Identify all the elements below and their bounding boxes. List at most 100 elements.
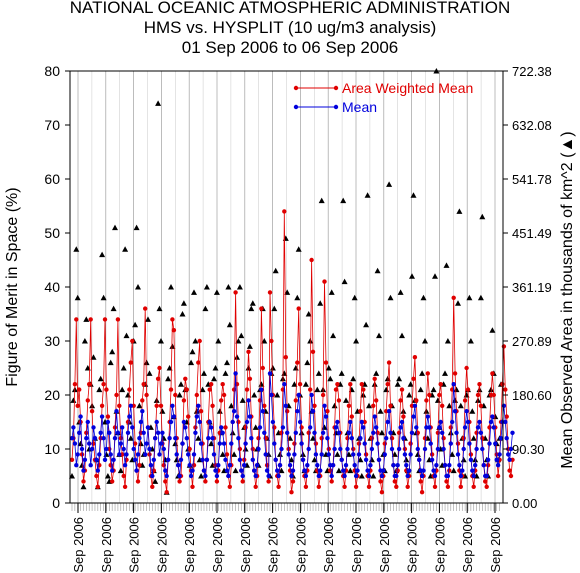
- area-triangle: [377, 408, 384, 414]
- mean-point: [249, 436, 254, 441]
- mean-point: [250, 457, 255, 462]
- awm-point: [351, 446, 356, 452]
- mean-point: [374, 425, 379, 430]
- mean-point: [323, 414, 329, 419]
- mean-point: [78, 414, 83, 419]
- mean-point: [289, 473, 294, 479]
- mean-point: [329, 473, 334, 479]
- mean-point: [280, 425, 286, 430]
- area-triangle: [198, 473, 205, 479]
- awm-point: [452, 371, 458, 376]
- mean-point: [128, 403, 133, 408]
- awm-point: [128, 360, 133, 365]
- mean-point: [470, 468, 475, 473]
- awm-point: [323, 360, 329, 365]
- mean-point: [206, 436, 211, 441]
- area-triangle: [460, 456, 467, 463]
- mean-point: [495, 463, 501, 468]
- mean-point: [437, 425, 442, 430]
- mean-point: [421, 468, 426, 473]
- awm-point: [399, 387, 405, 392]
- mean-point: [174, 452, 179, 457]
- awm-point: [411, 376, 416, 381]
- area-triangle: [350, 375, 357, 382]
- awm-point: [210, 403, 215, 408]
- mean-point: [428, 441, 433, 446]
- y2-tick-label: 722.38: [512, 64, 552, 79]
- area-triangle: [168, 284, 174, 290]
- mean-point: [138, 419, 144, 425]
- mean-point: [147, 446, 152, 452]
- mean-point: [494, 457, 499, 462]
- awm-point: [101, 382, 106, 387]
- mean-point: [375, 441, 380, 446]
- area-triangle: [294, 294, 301, 301]
- area-triangle: [376, 332, 382, 339]
- area-triangle: [364, 192, 371, 198]
- awm-point: [485, 463, 491, 468]
- area-triangle: [236, 284, 243, 290]
- mean-point: [352, 463, 357, 468]
- area-triangle: [274, 392, 281, 398]
- mean-point: [279, 446, 284, 452]
- y-tick-label: 70: [44, 117, 60, 133]
- area-triangle: [249, 300, 256, 306]
- area-triangle: [314, 386, 321, 393]
- awm-point: [135, 479, 141, 484]
- mean-point: [343, 463, 349, 468]
- area-triangle: [310, 435, 316, 441]
- mean-point: [275, 468, 280, 473]
- awm-point: [170, 317, 175, 322]
- awm-point: [289, 490, 294, 495]
- awm-point: [276, 484, 281, 489]
- awm-point: [118, 436, 124, 441]
- mean-point: [193, 430, 198, 435]
- awm-point: [89, 409, 95, 414]
- awm-point: [303, 484, 309, 489]
- mean-point: [211, 452, 217, 457]
- awm-point: [269, 338, 274, 344]
- area-triangle: [81, 338, 88, 344]
- mean-point: [223, 457, 228, 462]
- axis-layer: 0 10 20 30 40 50 60 70 80 0.00 90.30 180.60 270.89 36…: [44, 63, 551, 573]
- area-triangle: [133, 224, 140, 231]
- area-triangle: [143, 359, 150, 366]
- awm-point: [480, 436, 485, 441]
- mean-point: [391, 463, 396, 468]
- area-triangle: [246, 343, 253, 349]
- awm-point: [310, 349, 316, 354]
- awm-point: [313, 441, 319, 446]
- mean-point: [309, 392, 314, 398]
- awm-point: [187, 446, 192, 452]
- mean-point: [168, 419, 174, 425]
- mean-point: [81, 468, 86, 473]
- awm-point: [471, 484, 476, 489]
- area-triangle: [83, 316, 90, 322]
- mean-point: [282, 382, 287, 387]
- area-triangle: [452, 397, 459, 403]
- area-triangle: [343, 397, 349, 403]
- awm-point: [158, 403, 164, 408]
- mean-point: [165, 457, 171, 462]
- awm-point: [392, 479, 397, 484]
- area-triangle: [107, 359, 114, 366]
- mean-point: [92, 436, 98, 441]
- awm-point: [312, 403, 317, 408]
- area-triangle: [127, 435, 134, 441]
- series-layer: [69, 68, 515, 495]
- mean-point: [161, 446, 166, 452]
- mean-point: [302, 468, 307, 473]
- awm-point: [196, 360, 201, 365]
- mean-point: [88, 463, 93, 468]
- mean-point: [216, 463, 221, 468]
- area-triangle: [394, 381, 401, 387]
- awm-point: [297, 382, 303, 387]
- awm-point: [186, 414, 191, 419]
- area-triangle: [479, 213, 486, 220]
- awm-point: [465, 387, 471, 392]
- mean-point: [326, 452, 331, 457]
- y2-tick-label: 90.30: [512, 442, 545, 457]
- mean-point: [296, 392, 301, 398]
- mean-point: [160, 430, 165, 435]
- awm-point: [292, 441, 297, 446]
